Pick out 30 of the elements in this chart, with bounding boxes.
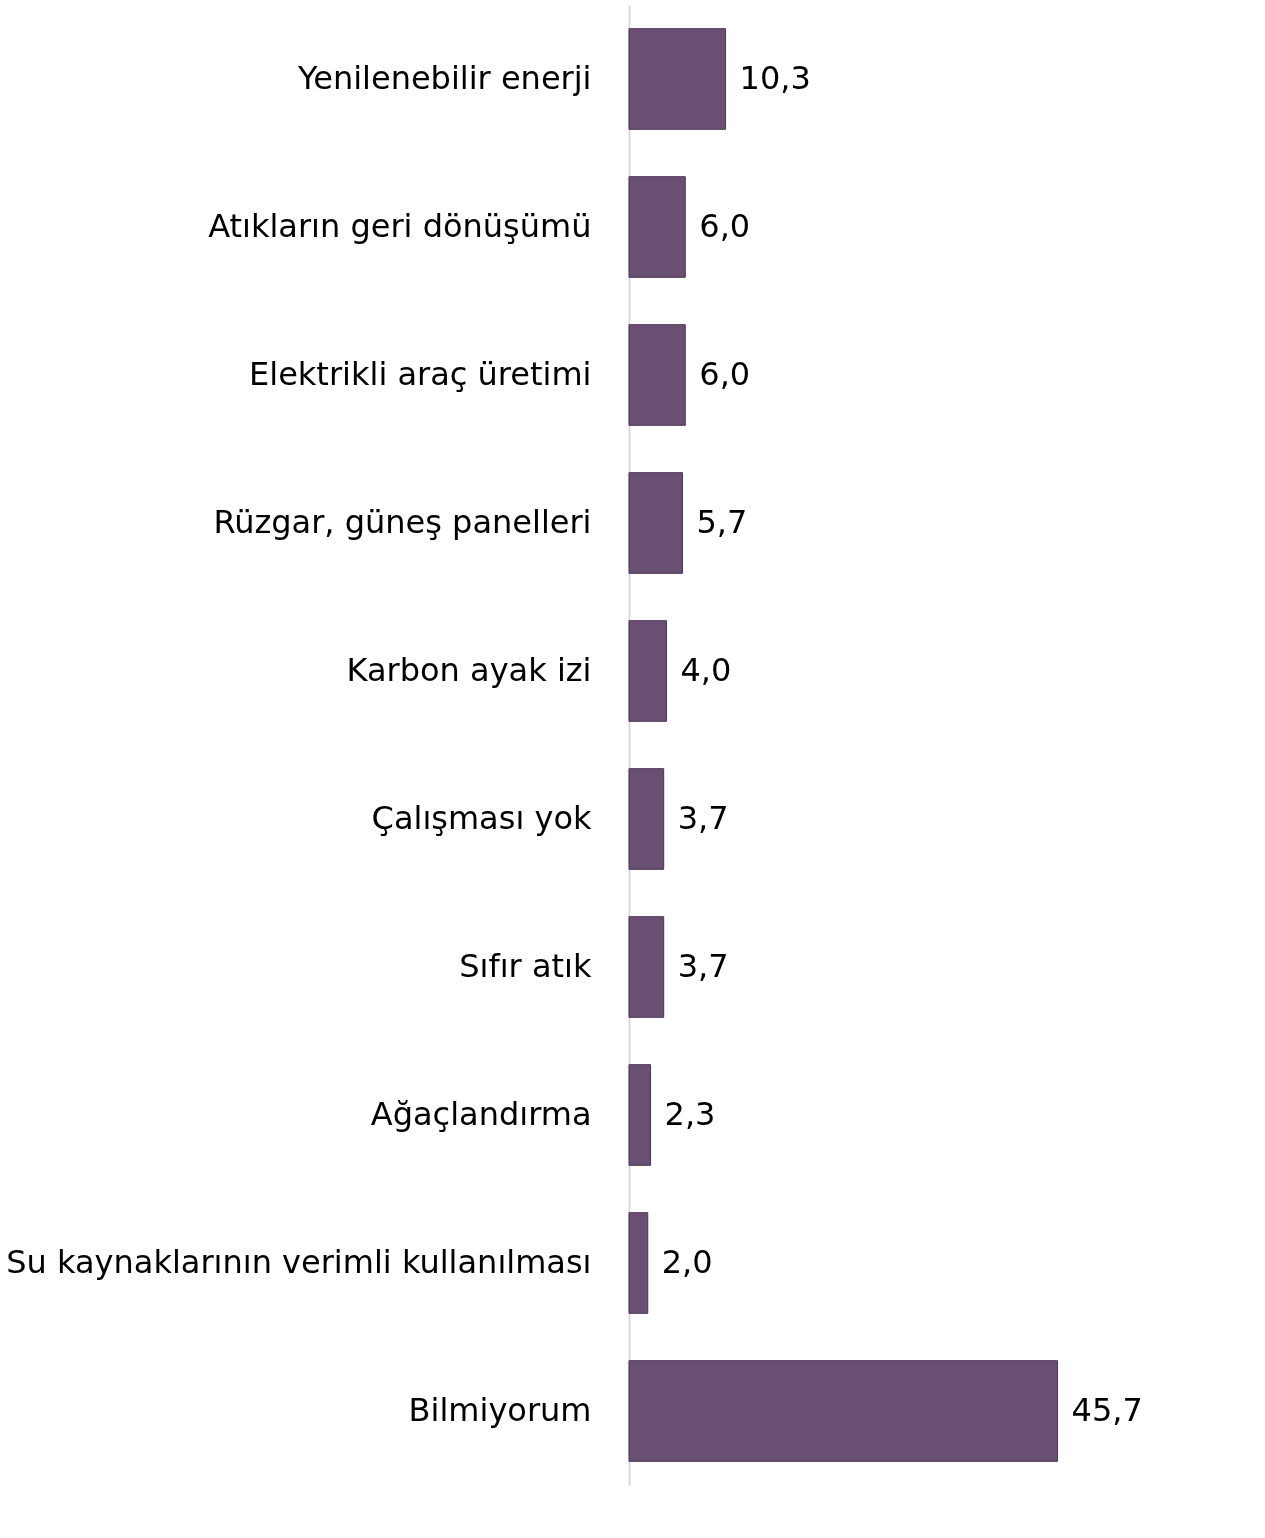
bar bbox=[628, 768, 665, 870]
data-label: 45,7 bbox=[1071, 1391, 1143, 1429]
bar bbox=[628, 620, 668, 722]
bar bbox=[628, 1360, 1059, 1462]
y-tick-label: Çalışması yok bbox=[371, 799, 592, 837]
data-label: 2,3 bbox=[664, 1095, 716, 1133]
y-tick-label: Su kaynaklarının verimli kullanılması bbox=[6, 1243, 592, 1281]
y-tick-label: Atıkların geri dönüşümü bbox=[208, 207, 592, 245]
data-label: 6,0 bbox=[699, 355, 751, 393]
data-label: 10,3 bbox=[739, 59, 811, 97]
y-tick-label: Sıfır atık bbox=[459, 947, 592, 985]
y-tick-label: Bilmiyorum bbox=[408, 1391, 592, 1429]
data-label: 3,7 bbox=[677, 799, 729, 837]
data-label: 2,0 bbox=[661, 1243, 713, 1281]
bar bbox=[628, 1064, 652, 1166]
data-label: 4,0 bbox=[680, 651, 732, 689]
data-label: 6,0 bbox=[699, 207, 751, 245]
bar bbox=[628, 472, 683, 574]
data-label: 5,7 bbox=[696, 503, 748, 541]
y-tick-label: Ağaçlandırma bbox=[370, 1095, 592, 1133]
y-tick-label: Rüzgar, güneş panelleri bbox=[213, 503, 592, 541]
bar bbox=[628, 1212, 649, 1314]
bar bbox=[628, 324, 686, 426]
bar bbox=[628, 176, 686, 278]
y-tick-label: Karbon ayak izi bbox=[346, 651, 592, 689]
data-label: 3,7 bbox=[677, 947, 729, 985]
y-tick-label: Elektrikli araç üretimi bbox=[249, 355, 592, 393]
bar bbox=[628, 916, 665, 1018]
y-tick-label: Yenilenebilir enerji bbox=[296, 59, 592, 97]
bar bbox=[628, 28, 727, 130]
